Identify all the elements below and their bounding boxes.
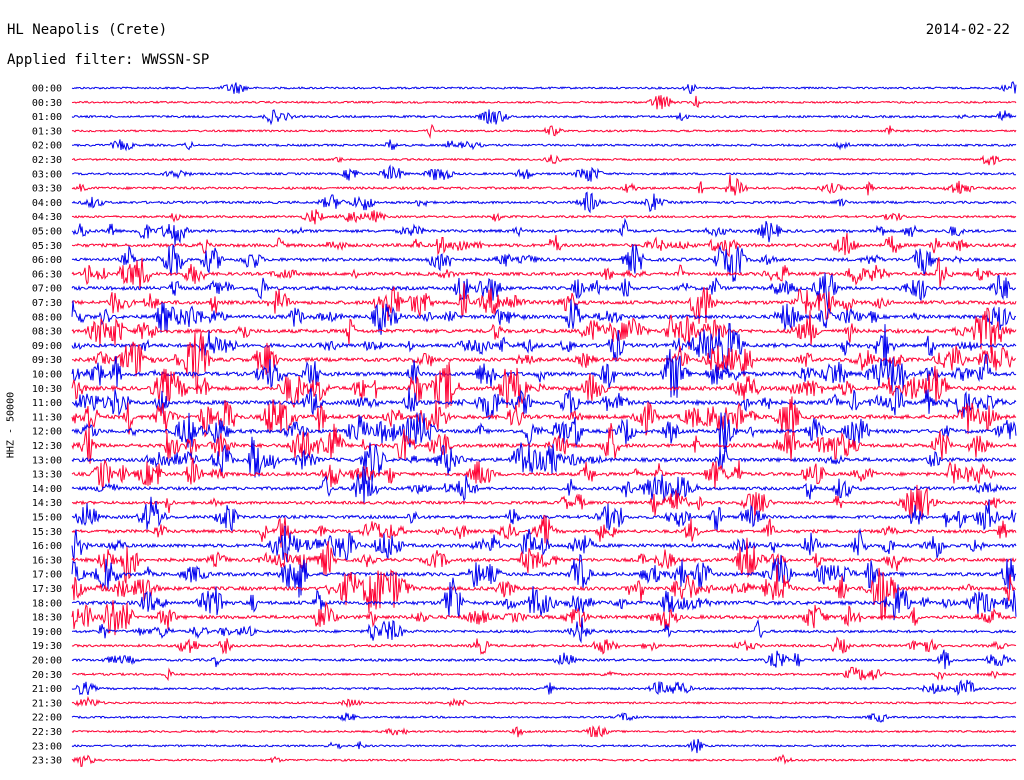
row-time-label: 21:00 [32, 684, 62, 695]
trace-line [71, 299, 1017, 335]
trace-line [71, 695, 1017, 709]
row-time-label: 05:00 [32, 227, 62, 238]
row-time-label: 08:30 [32, 327, 62, 338]
row-time-label: 23:30 [32, 756, 62, 767]
trace-line [71, 412, 1017, 453]
trace-line [71, 617, 1017, 644]
trace-line [71, 436, 1017, 483]
row-time-label: 23:00 [32, 741, 62, 752]
row-time-label: 04:00 [32, 198, 62, 209]
trace-line [71, 484, 1017, 521]
row-time-label: 20:30 [32, 670, 62, 681]
trace-line [71, 738, 1017, 754]
row-time-label: 17:00 [32, 570, 62, 581]
row-time-label: 04:30 [32, 212, 62, 223]
trace-line [71, 191, 1017, 214]
row-time-label: 00:30 [32, 98, 62, 109]
station-title: HL Neapolis (Crete) [7, 22, 168, 38]
row-time-label: 03:00 [32, 169, 62, 180]
row-time-label: 11:30 [32, 412, 62, 423]
filter-label: Applied filter: WWSSN-SP [7, 52, 210, 68]
row-time-label: 00:00 [32, 84, 62, 95]
row-time-label: 20:00 [32, 656, 62, 667]
row-time-label: 22:30 [32, 727, 62, 738]
trace-line [71, 123, 1017, 139]
row-time-label: 15:00 [32, 513, 62, 524]
trace-line [71, 139, 1017, 152]
row-time-label: 12:00 [32, 427, 62, 438]
trace-line [71, 95, 1017, 110]
row-time-label: 05:30 [32, 241, 62, 252]
trace-line [71, 307, 1017, 354]
trace-line [71, 209, 1017, 225]
trace-line [71, 525, 1017, 563]
row-time-label: 18:30 [32, 613, 62, 624]
row-time-label: 16:00 [32, 541, 62, 552]
row-time-label: 06:00 [32, 255, 62, 266]
trace-line [71, 349, 1017, 398]
trace-line [71, 457, 1017, 491]
date-label: 2014-02-22 [925, 22, 1010, 38]
trace-line [71, 712, 1017, 723]
row-time-label: 02:30 [32, 155, 62, 166]
row-time-label: 09:30 [32, 355, 62, 366]
row-time-label: 01:00 [32, 112, 62, 123]
trace-line [71, 679, 1017, 696]
trace-line [71, 553, 1017, 598]
row-time-label: 22:00 [32, 713, 62, 724]
trace-line [71, 244, 1017, 282]
row-time-label: 19:30 [32, 641, 62, 652]
trace-line [71, 109, 1017, 126]
trace-line [71, 514, 1017, 548]
row-time-label: 13:00 [32, 455, 62, 466]
trace-line [71, 466, 1017, 504]
row-time-label: 02:00 [32, 141, 62, 152]
row-time-label: 10:30 [32, 384, 62, 395]
row-time-label: 03:30 [32, 184, 62, 195]
trace-line [71, 724, 1017, 738]
row-time-label: 14:30 [32, 498, 62, 509]
trace-line [71, 754, 1017, 767]
row-time-label: 17:30 [32, 584, 62, 595]
trace-line [71, 564, 1017, 621]
trace-line [71, 323, 1017, 373]
row-time-label: 07:00 [32, 284, 62, 295]
trace-line [71, 332, 1017, 395]
row-time-label: 13:30 [32, 470, 62, 481]
trace-line [71, 396, 1017, 438]
trace-line [71, 636, 1017, 655]
row-time-label: 10:00 [32, 370, 62, 381]
trace-line [71, 362, 1017, 409]
trace-line [71, 283, 1017, 324]
row-time-label: 01:30 [32, 126, 62, 137]
trace-line [71, 81, 1017, 94]
trace-line [71, 232, 1017, 258]
trace-line [71, 666, 1017, 682]
row-time-label: 21:30 [32, 698, 62, 709]
row-time-label: 15:30 [32, 527, 62, 538]
row-time-label: 14:00 [32, 484, 62, 495]
trace-line [71, 217, 1017, 245]
row-time-label: 11:00 [32, 398, 62, 409]
row-time-label: 08:00 [32, 312, 62, 323]
row-time-label: 16:30 [32, 555, 62, 566]
trace-line [71, 537, 1017, 584]
row-time-label: 18:00 [32, 598, 62, 609]
row-time-label: 06:30 [32, 269, 62, 280]
row-time-label: 09:00 [32, 341, 62, 352]
trace-line [71, 577, 1017, 621]
trace-line [71, 164, 1017, 182]
row-time-label: 07:30 [32, 298, 62, 309]
trace-line [71, 387, 1017, 420]
trace-line [71, 649, 1016, 670]
trace-line [71, 423, 1017, 464]
trace-line [71, 154, 1017, 166]
row-time-label: 12:30 [32, 441, 62, 452]
row-time-label: 19:00 [32, 627, 62, 638]
trace-line [71, 272, 1016, 311]
trace-line [71, 257, 1017, 291]
trace-line [71, 174, 1017, 196]
trace-line [71, 600, 1017, 636]
